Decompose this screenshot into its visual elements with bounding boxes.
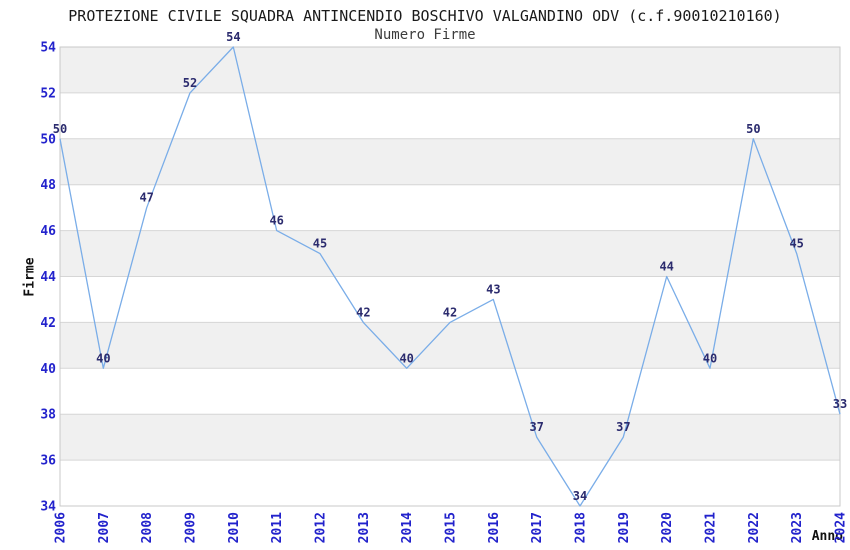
x-tick-label: 2014 — [400, 512, 415, 543]
data-point-label: 50 — [746, 122, 760, 136]
x-tick-label: 2023 — [790, 512, 805, 543]
y-tick-label: 48 — [40, 178, 56, 193]
x-tick-label: 2017 — [530, 512, 545, 543]
chart-subtitle: Numero Firme — [374, 27, 476, 43]
data-point-label: 40 — [399, 351, 413, 365]
x-tick-label: 2020 — [660, 512, 675, 543]
data-point-label: 45 — [313, 237, 327, 251]
data-point-label: 54 — [226, 30, 240, 44]
x-tick-label: 2010 — [227, 512, 242, 543]
data-series-line — [59, 46, 841, 507]
y-tick-label: 38 — [40, 408, 56, 423]
x-tick-label: 2019 — [617, 512, 632, 543]
data-point-label: 42 — [356, 305, 370, 319]
y-tick-label: 40 — [40, 362, 56, 377]
data-point-label: 46 — [269, 214, 283, 228]
x-tick-label: 2006 — [54, 512, 69, 543]
x-tick-label: 2007 — [97, 512, 112, 543]
x-tick-label: 2022 — [747, 512, 762, 543]
data-point-label: 37 — [616, 420, 630, 434]
grid-band — [60, 322, 840, 369]
y-tick-label: 46 — [40, 224, 56, 239]
x-tick-label: 2012 — [314, 512, 329, 543]
data-point-label: 37 — [529, 420, 543, 434]
data-point-label: 34 — [573, 489, 587, 503]
x-axis-title: Anno — [811, 529, 843, 544]
y-tick-label: 36 — [40, 454, 56, 469]
data-point-label: 42 — [443, 305, 457, 319]
data-point-label: 44 — [659, 260, 673, 274]
y-tick-label: 42 — [40, 316, 56, 331]
x-tick-label: 2016 — [487, 512, 502, 543]
grid-band — [60, 138, 840, 185]
data-point-label: 40 — [96, 351, 110, 365]
data-point-label: 45 — [789, 237, 803, 251]
y-tick-label: 54 — [40, 41, 56, 56]
data-point-label: 43 — [486, 282, 500, 296]
data-point-label: 50 — [53, 122, 67, 136]
data-point-label: 40 — [703, 351, 717, 365]
y-tick-label: 44 — [40, 270, 56, 285]
data-point-label: 33 — [833, 397, 847, 411]
x-tick-label: 2013 — [357, 512, 372, 543]
y-tick-label: 34 — [40, 500, 56, 515]
grid-band — [60, 47, 840, 93]
y-tick-label: 50 — [40, 132, 56, 147]
grid-band — [60, 230, 840, 277]
y-tick-label: 52 — [40, 86, 56, 101]
plot-border — [59, 46, 841, 507]
x-tick-label: 2024 — [834, 512, 849, 543]
x-tick-label: 2008 — [140, 512, 155, 543]
data-point-label: 52 — [183, 76, 197, 90]
x-tick-label: 2011 — [270, 512, 285, 543]
x-tick-label: 2018 — [574, 512, 589, 543]
x-tick-label: 2015 — [444, 512, 459, 543]
grid-band — [60, 414, 840, 461]
x-tick-label: 2021 — [704, 512, 719, 543]
chart-title: PROTEZIONE CIVILE SQUADRA ANTINCENDIO BO… — [68, 7, 782, 25]
data-point-label: 47 — [139, 191, 153, 205]
x-tick-label: 2009 — [184, 512, 199, 543]
